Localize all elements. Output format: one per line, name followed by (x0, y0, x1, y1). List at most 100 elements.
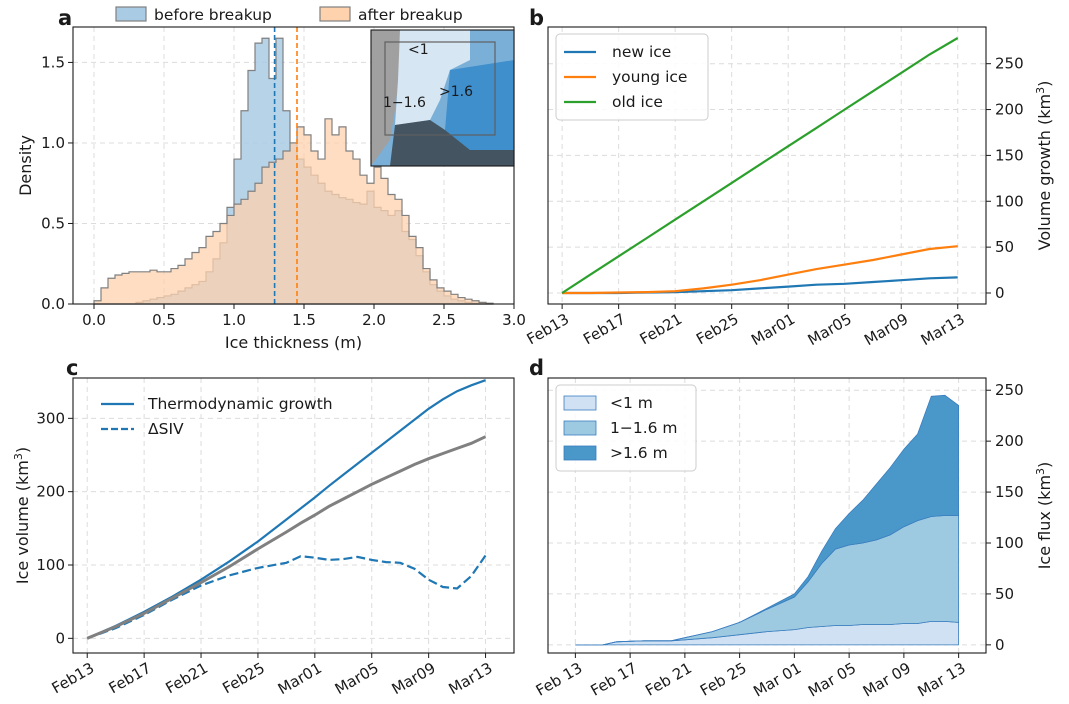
x-tick-label: Mar09 (861, 310, 911, 349)
y-axis-label: Volume growth (km3) (1034, 81, 1054, 251)
legend-box (555, 33, 709, 121)
legend: before breakup after breakup (115, 6, 463, 24)
inset-frame (370, 29, 515, 167)
x-tick-label: Feb 25 (697, 659, 750, 700)
x-tick-label: 2.0 (362, 311, 386, 329)
panel-a: a 0.0 0.5 1.0 1.5 2.0 2.5 3.0 0.0 0.5 1.0 1.5 Ice t… (16, 6, 526, 352)
x-tick-label: Feb13 (524, 310, 573, 348)
x-tick-label: Mar09 (389, 659, 439, 698)
x-tick-label: Mar 01 (750, 659, 804, 701)
legend-label: before breakup (154, 6, 272, 24)
legend-swatch (319, 6, 351, 22)
legend-label: young ice (612, 68, 687, 86)
panel-label-a: a (58, 6, 72, 30)
x-tick-label: Mar13 (446, 659, 496, 698)
x-tick-label: Feb25 (693, 310, 742, 348)
y-tick-label: 0.0 (41, 295, 65, 313)
y-tick-label: 50 (995, 238, 1014, 256)
y-tick-label: 0.5 (41, 214, 65, 232)
inset-label-thick: >1.6 (439, 84, 473, 100)
panel-frame (72, 377, 515, 654)
y-tick-label: 100 (995, 534, 1024, 552)
inset-label-thin: <1 (408, 42, 429, 58)
panel-b: b Feb13 Feb17 Feb21 Feb25 Mar01 Mar05 Mar09 Mar… (524, 6, 1054, 349)
x-tick-label: Feb25 (219, 659, 268, 697)
legend-swatch (115, 6, 147, 22)
x-tick-label: Feb13 (49, 659, 98, 697)
y-tick-label: 200 (995, 101, 1024, 119)
x-tick-label: 1.0 (222, 311, 246, 329)
y-tick-label: 250 (995, 381, 1024, 399)
legend-label: new ice (612, 43, 671, 61)
y-tick-label: 200 (36, 483, 65, 501)
series-line-old-ice (561, 37, 959, 294)
panel-label-d: d (529, 356, 544, 380)
legend: Thermodynamic growth ΔSIV (101, 395, 333, 438)
x-tick-label: Mar 13 (914, 659, 968, 701)
x-tick-label: 0.0 (82, 311, 106, 329)
series-line-young-ice (562, 245, 958, 295)
inset-map: <1 >1.6 1−1.6 (370, 29, 515, 167)
legend-label: Thermodynamic growth (147, 395, 333, 413)
x-tick-label: Feb21 (162, 659, 211, 697)
y-tick-label: 1.0 (41, 134, 65, 152)
x-tick-label: Feb17 (106, 659, 155, 697)
panel-frame (547, 26, 987, 305)
y-tick-label: 200 (995, 432, 1024, 450)
legend-swatch (563, 445, 597, 461)
series-line-delta-siv (86, 554, 487, 640)
x-axis-label: Ice thickness (m) (225, 333, 362, 352)
legend-label: >1.6 m (610, 444, 668, 462)
y-tick-label: 0 (55, 629, 65, 647)
y-tick-label: 100 (995, 192, 1024, 210)
series-line-thermodynamic-growth (86, 379, 486, 640)
x-tick-label: Feb 17 (587, 659, 640, 700)
inset-region-thin (395, 30, 470, 125)
x-tick-label: Mar 09 (860, 659, 914, 701)
legend-label: ΔSIV (148, 420, 184, 438)
legend-label: <1 m (610, 394, 653, 412)
y-tick-label: 0 (995, 636, 1005, 654)
x-tick-label: Mar13 (918, 310, 968, 349)
panel-c: c Feb13 Feb17 Feb21 Feb25 Mar01 Mar05 Mar09 Mar… (12, 356, 515, 698)
x-tick-label: 0.5 (152, 311, 176, 329)
y-tick-label: 50 (995, 585, 1014, 603)
x-tick-label: Mar05 (805, 310, 855, 349)
panel-frame (547, 377, 987, 654)
y-tick-label: 300 (36, 409, 65, 427)
y-tick-label: 150 (995, 146, 1024, 164)
y-axis-label: Ice flux (km3) (1034, 462, 1054, 570)
x-tick-label: 2.5 (432, 311, 456, 329)
inset-archipelago (390, 120, 514, 166)
inset-land-west (371, 30, 405, 166)
stacked-area-thick (575, 394, 959, 646)
legend-label: 1−1.6 m (610, 419, 678, 437)
legend-swatch (563, 395, 597, 411)
x-tick-label: Feb 21 (642, 659, 695, 700)
legend-label: old ice (612, 93, 663, 111)
histogram-after-breakup (93, 118, 494, 305)
series-line-gray (86, 435, 487, 640)
y-axis-label: Ice volume (km3) (12, 447, 32, 584)
inset-label-medium: 1−1.6 (383, 95, 426, 111)
x-tick-label: Feb17 (580, 310, 629, 348)
x-tick-label: Mar01 (275, 659, 325, 698)
inset-box (384, 41, 496, 136)
x-tick-label: 3.0 (502, 311, 526, 329)
inset-region-thick (445, 60, 514, 150)
legend: new ice young ice old ice (555, 33, 709, 121)
legend: <1 m 1−1.6 m >1.6 m (555, 384, 697, 472)
legend-swatch (563, 420, 597, 436)
panel-label-b: b (529, 6, 544, 30)
y-tick-label: 0 (995, 284, 1005, 302)
x-tick-label: Feb21 (637, 310, 686, 348)
x-tick-label: Feb 13 (533, 659, 586, 700)
y-tick-label: 100 (36, 556, 65, 574)
y-tick-label: 250 (995, 55, 1024, 73)
x-tick-label: 1.5 (292, 311, 316, 329)
x-tick-label: Mar 05 (805, 659, 859, 701)
x-tick-label: Mar05 (332, 659, 382, 698)
y-axis-label: Density (16, 135, 35, 196)
legend-label: after breakup (358, 6, 463, 24)
